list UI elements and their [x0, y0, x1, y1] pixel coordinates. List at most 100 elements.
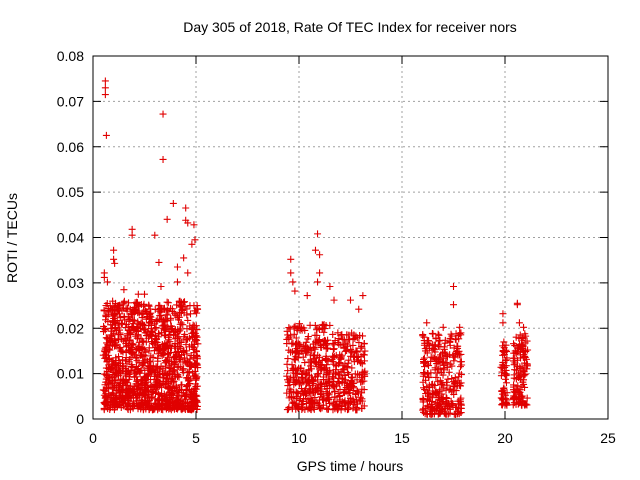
data-point — [287, 269, 295, 277]
y-tick-label: 0.01 — [57, 366, 84, 382]
data-point — [151, 305, 159, 313]
data-point — [512, 333, 520, 341]
data-point — [170, 359, 178, 367]
data-point — [183, 350, 191, 358]
data-point — [169, 199, 177, 207]
data-point — [291, 341, 299, 349]
grid-layer — [93, 56, 608, 419]
data-point — [149, 339, 157, 347]
data-point — [429, 354, 437, 362]
data-point — [129, 363, 137, 371]
data-point — [325, 391, 333, 399]
data-point — [523, 401, 531, 409]
data-point — [323, 394, 331, 402]
data-point — [516, 365, 524, 373]
data-point — [147, 376, 155, 384]
data-point — [330, 345, 338, 353]
data-point — [446, 337, 454, 345]
data-point — [419, 378, 427, 386]
data-point — [173, 263, 181, 271]
data-point — [127, 353, 135, 361]
data-point — [287, 348, 295, 356]
data-point — [336, 391, 344, 399]
data-point — [323, 404, 331, 412]
data-point — [190, 392, 198, 400]
data-point — [498, 387, 506, 395]
data-point — [324, 367, 332, 375]
x-axis-label: GPS time / hours — [297, 458, 404, 474]
y-tick-labels: 0 0.01 0.02 0.03 0.04 0.05 0.06 0.07 0.08 — [57, 48, 84, 427]
data-point — [125, 346, 133, 354]
data-point — [309, 404, 317, 412]
data-point — [291, 356, 299, 364]
data-point — [499, 319, 507, 327]
data-point — [108, 325, 116, 333]
data-point — [129, 349, 137, 357]
data-point — [303, 349, 311, 357]
data-point — [334, 339, 342, 347]
data-point — [292, 353, 300, 361]
data-point — [180, 254, 188, 262]
data-point — [352, 404, 360, 412]
data-point — [456, 381, 464, 389]
data-point — [441, 336, 449, 344]
data-point — [152, 335, 160, 343]
data-point — [142, 326, 150, 334]
data-point — [123, 360, 131, 368]
data-point — [425, 390, 433, 398]
data-point — [423, 319, 431, 327]
y-tick-label: 0 — [76, 411, 84, 427]
data-point — [439, 395, 447, 403]
data-point — [180, 333, 188, 341]
x-tick-label: 0 — [89, 430, 97, 446]
data-point — [104, 341, 112, 349]
data-point — [499, 347, 507, 355]
data-point — [428, 341, 436, 349]
data-point — [131, 367, 139, 375]
data-point — [108, 360, 116, 368]
data-point — [453, 377, 461, 385]
data-point — [173, 311, 181, 319]
data-point — [150, 340, 158, 348]
data-point — [316, 269, 324, 277]
data-point — [153, 367, 161, 375]
data-point — [347, 296, 354, 304]
data-point — [511, 388, 519, 396]
tick-marks — [92, 55, 609, 420]
data-point — [309, 389, 317, 397]
data-point — [290, 373, 298, 381]
data-point — [443, 353, 451, 361]
data-point — [291, 287, 299, 295]
data-point — [191, 307, 199, 315]
data-point — [340, 366, 348, 374]
data-point — [184, 382, 192, 390]
data-point — [182, 204, 190, 212]
data-point — [331, 387, 339, 395]
data-point — [455, 335, 463, 343]
data-point — [121, 378, 129, 386]
x-tick-label: 5 — [192, 430, 200, 446]
data-point — [329, 339, 337, 347]
data-point — [190, 221, 198, 229]
data-point — [178, 302, 186, 310]
data-point — [340, 344, 348, 352]
data-point — [339, 375, 347, 383]
data-point — [295, 404, 303, 412]
data-point — [421, 363, 429, 371]
data-point — [138, 337, 146, 345]
x-tick-label: 25 — [600, 430, 616, 446]
data-point — [100, 386, 108, 394]
data-point — [160, 369, 168, 377]
data-point — [445, 368, 453, 376]
data-point — [515, 319, 523, 327]
data-point — [335, 380, 343, 388]
data-point — [141, 383, 149, 391]
data-point — [499, 310, 507, 318]
data-point — [192, 360, 200, 368]
data-point — [452, 387, 460, 395]
data-point — [355, 305, 363, 313]
data-point — [434, 330, 442, 338]
data-point — [106, 394, 114, 402]
data-point — [315, 358, 323, 366]
data-point — [155, 396, 163, 404]
